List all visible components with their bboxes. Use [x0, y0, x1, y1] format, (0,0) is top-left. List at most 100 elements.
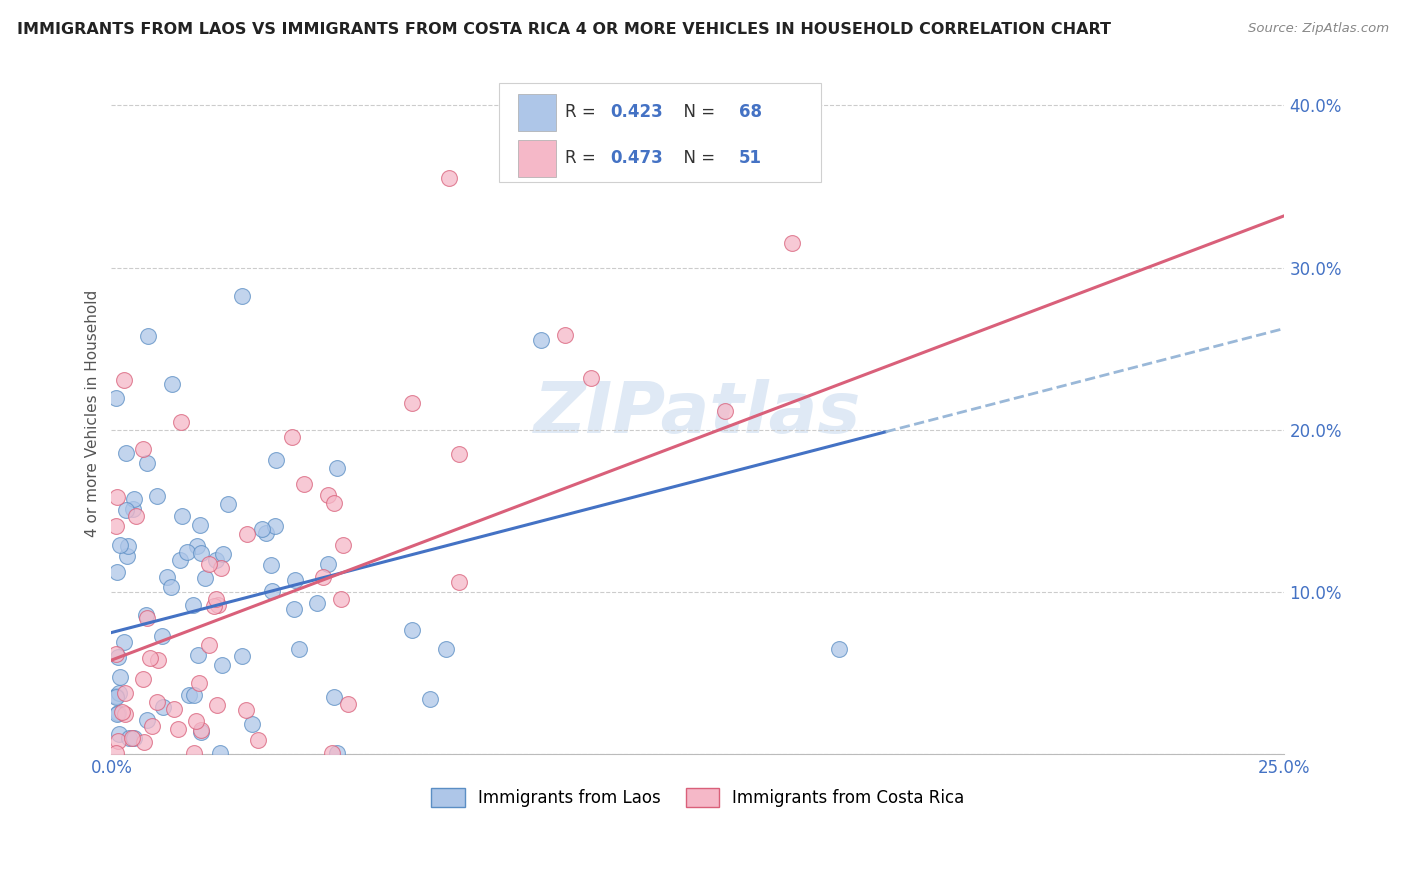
Point — [316, 557, 339, 571]
Point — [132, 673, 155, 687]
FancyBboxPatch shape — [519, 94, 555, 131]
Point — [246, 733, 269, 747]
Point — [188, 676, 211, 690]
Point — [105, 647, 128, 661]
Point — [152, 700, 174, 714]
Point — [209, 561, 232, 575]
Point — [152, 629, 174, 643]
Point — [121, 731, 143, 745]
Point — [312, 570, 335, 584]
Point — [135, 611, 157, 625]
Point — [186, 539, 208, 553]
Point — [160, 377, 183, 392]
Point — [176, 545, 198, 559]
Point — [134, 735, 156, 749]
Point — [205, 591, 228, 606]
Point — [264, 452, 287, 467]
Point — [439, 171, 461, 186]
Point — [321, 746, 343, 760]
Point — [307, 597, 329, 611]
Point — [264, 518, 287, 533]
Point — [170, 416, 193, 430]
Text: R =: R = — [565, 103, 602, 121]
Point — [316, 488, 339, 502]
Point — [447, 575, 470, 590]
Point — [401, 623, 423, 637]
Point — [136, 456, 159, 470]
Point — [217, 497, 239, 511]
Point — [181, 599, 204, 613]
Text: IMMIGRANTS FROM LAOS VS IMMIGRANTS FROM COSTA RICA 4 OR MORE VEHICLES IN HOUSEHO: IMMIGRANTS FROM LAOS VS IMMIGRANTS FROM … — [17, 22, 1111, 37]
Legend: Immigrants from Laos, Immigrants from Costa Rica: Immigrants from Laos, Immigrants from Co… — [425, 781, 972, 814]
Point — [281, 430, 304, 444]
Point — [205, 553, 228, 567]
Text: Source: ZipAtlas.com: Source: ZipAtlas.com — [1249, 22, 1389, 36]
Point — [110, 670, 132, 684]
Point — [118, 731, 141, 745]
Point — [292, 477, 315, 491]
Point — [111, 705, 134, 719]
Point — [107, 650, 129, 665]
Point — [190, 546, 212, 560]
Point — [136, 329, 159, 343]
Point — [240, 716, 263, 731]
Point — [332, 538, 354, 552]
Point — [329, 592, 352, 607]
Point — [231, 648, 253, 663]
Point — [110, 538, 132, 552]
Point — [105, 690, 128, 704]
FancyBboxPatch shape — [519, 140, 555, 178]
Point — [337, 698, 360, 712]
Point — [434, 641, 457, 656]
Point — [105, 519, 128, 533]
Point — [579, 371, 602, 385]
Point — [105, 746, 128, 760]
Point — [105, 490, 128, 504]
Point — [828, 641, 851, 656]
Point — [136, 713, 159, 727]
Point — [124, 492, 146, 507]
Text: 51: 51 — [740, 149, 762, 168]
Point — [284, 573, 307, 587]
Point — [186, 714, 208, 728]
Point — [138, 651, 160, 665]
Text: N =: N = — [673, 103, 721, 121]
Text: 0.473: 0.473 — [610, 149, 662, 168]
Point — [401, 396, 423, 410]
Text: R =: R = — [565, 149, 602, 168]
Point — [190, 723, 212, 737]
Point — [780, 236, 803, 251]
Point — [159, 580, 181, 594]
Point — [207, 598, 229, 612]
Point — [187, 648, 209, 662]
Point — [231, 289, 253, 303]
Point — [107, 706, 129, 721]
Point — [211, 658, 233, 673]
Point — [211, 548, 233, 562]
Point — [122, 501, 145, 516]
Text: 0.423: 0.423 — [610, 103, 662, 121]
Point — [107, 727, 129, 741]
Point — [146, 489, 169, 503]
Point — [131, 442, 153, 457]
Point — [283, 602, 305, 616]
Point — [169, 553, 191, 567]
Point — [714, 403, 737, 417]
Point — [183, 688, 205, 702]
Point — [260, 558, 283, 573]
Point — [146, 695, 169, 709]
Point — [202, 599, 225, 614]
Point — [112, 635, 135, 649]
Point — [235, 702, 257, 716]
Point — [114, 706, 136, 721]
Point — [188, 518, 211, 533]
Point — [115, 502, 138, 516]
Point — [107, 734, 129, 748]
Point — [124, 509, 146, 524]
Point — [236, 526, 259, 541]
Point — [260, 584, 283, 599]
Point — [122, 731, 145, 746]
Point — [198, 557, 221, 571]
Point — [105, 707, 128, 722]
Point — [105, 566, 128, 580]
